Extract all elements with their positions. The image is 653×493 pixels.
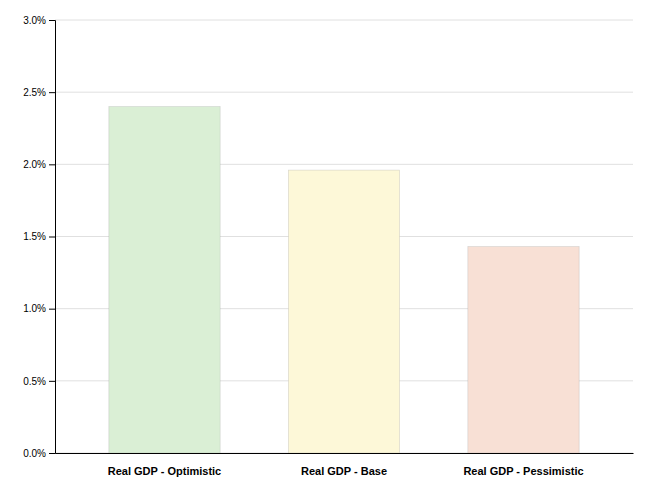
- axis-domain: [49, 21, 56, 454]
- bar: [288, 170, 399, 453]
- tick-label: 0.0%: [23, 448, 46, 459]
- tick: Real GDP - Base: [301, 465, 387, 477]
- tick: 1.0%: [23, 303, 55, 314]
- tick: 2.5%: [23, 87, 55, 98]
- bars: [109, 107, 579, 453]
- tick-label: 1.0%: [23, 303, 46, 314]
- tick: Real GDP - Pessimistic: [463, 465, 583, 477]
- grid: [55, 20, 633, 453]
- tick: 3.0%: [23, 15, 55, 26]
- tick: 1.5%: [23, 231, 55, 242]
- tick-label: 0.5%: [23, 376, 46, 387]
- bar: [468, 247, 579, 453]
- x-axis: Real GDP - Optimistic Real GDP - Base Real…: [56, 454, 634, 478]
- grid-line: [55, 92, 633, 93]
- tick-label: Real GDP - Pessimistic: [463, 465, 583, 477]
- tick-mark: [49, 92, 55, 93]
- bar: [109, 107, 220, 453]
- chart: 0.0% 0.5% 1.0% 1.5% 2.0% 2.5% 3.0% Real GDP - O…: [0, 0, 653, 493]
- grid-line: [55, 20, 633, 21]
- tick-label: 1.5%: [23, 231, 46, 242]
- tick-label: Real GDP - Base: [301, 465, 387, 477]
- tick: Real GDP - Optimistic: [108, 465, 221, 477]
- tick-label: 2.0%: [23, 159, 46, 170]
- tick-mark: [49, 237, 55, 238]
- tick: 2.0%: [23, 159, 55, 170]
- tick-label: Real GDP - Optimistic: [108, 465, 221, 477]
- tick: 0.5%: [23, 376, 55, 387]
- tick-label: 3.0%: [23, 15, 46, 26]
- y-axis: 0.0% 0.5% 1.0% 1.5% 2.0% 2.5% 3.0%: [23, 15, 55, 459]
- tick: 0.0%: [23, 448, 55, 459]
- tick-mark: [49, 309, 55, 310]
- axis-domain: [56, 453, 634, 454]
- tick-mark: [49, 164, 55, 165]
- tick-mark: [49, 381, 55, 382]
- tick-label: 2.5%: [23, 87, 46, 98]
- plot: 0.0% 0.5% 1.0% 1.5% 2.0% 2.5% 3.0% Real GDP - O…: [23, 15, 633, 478]
- tick-mark: [49, 20, 55, 21]
- tick-mark: [49, 453, 55, 454]
